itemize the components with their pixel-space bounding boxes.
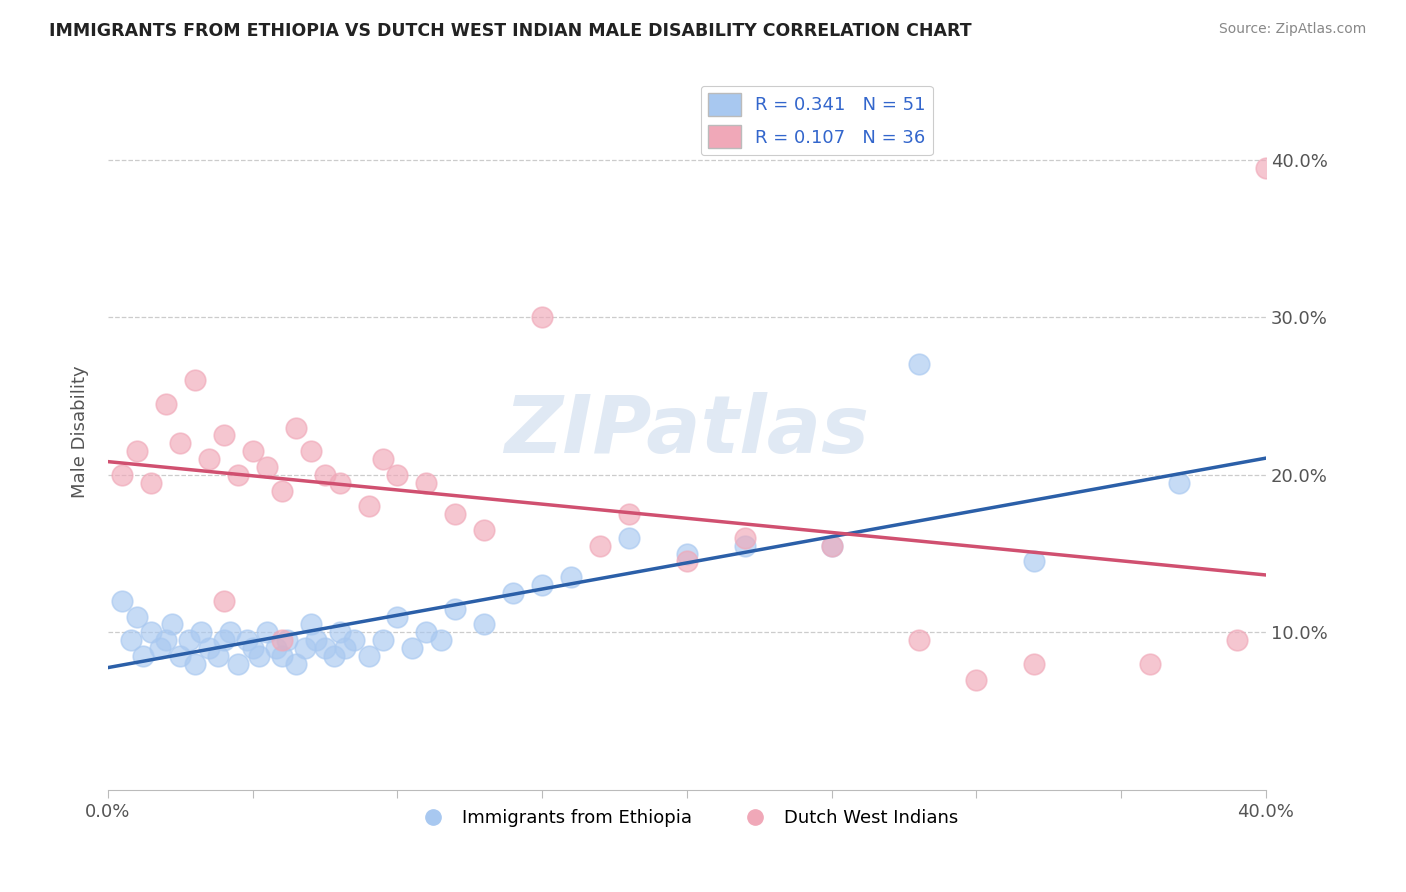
Point bbox=[907, 633, 929, 648]
Point bbox=[1254, 161, 1277, 175]
Y-axis label: Male Disability: Male Disability bbox=[72, 365, 89, 498]
Text: ZIPatlas: ZIPatlas bbox=[505, 392, 869, 470]
Point bbox=[270, 633, 292, 648]
Point bbox=[617, 507, 640, 521]
Point bbox=[560, 570, 582, 584]
Point bbox=[160, 617, 183, 632]
Point bbox=[177, 633, 200, 648]
Point bbox=[270, 648, 292, 663]
Point bbox=[207, 648, 229, 663]
Point bbox=[387, 467, 409, 482]
Text: IMMIGRANTS FROM ETHIOPIA VS DUTCH WEST INDIAN MALE DISABILITY CORRELATION CHART: IMMIGRANTS FROM ETHIOPIA VS DUTCH WEST I… bbox=[49, 22, 972, 40]
Point bbox=[125, 444, 148, 458]
Point bbox=[236, 633, 259, 648]
Point bbox=[294, 641, 316, 656]
Point bbox=[218, 625, 240, 640]
Point bbox=[371, 633, 394, 648]
Point bbox=[184, 657, 207, 671]
Point bbox=[212, 633, 235, 648]
Point bbox=[256, 625, 278, 640]
Point bbox=[299, 444, 322, 458]
Point bbox=[472, 617, 495, 632]
Point bbox=[242, 641, 264, 656]
Point bbox=[502, 586, 524, 600]
Point bbox=[329, 625, 352, 640]
Point bbox=[472, 523, 495, 537]
Legend: Immigrants from Ethiopia, Dutch West Indians: Immigrants from Ethiopia, Dutch West Ind… bbox=[408, 802, 966, 835]
Point bbox=[371, 452, 394, 467]
Point bbox=[141, 625, 163, 640]
Point bbox=[444, 507, 467, 521]
Point bbox=[314, 467, 336, 482]
Point bbox=[256, 459, 278, 474]
Point bbox=[734, 539, 756, 553]
Point bbox=[314, 641, 336, 656]
Point bbox=[1024, 554, 1046, 568]
Point bbox=[1024, 657, 1046, 671]
Point bbox=[155, 633, 177, 648]
Point bbox=[415, 625, 437, 640]
Point bbox=[198, 452, 221, 467]
Point bbox=[387, 609, 409, 624]
Point bbox=[343, 633, 366, 648]
Point bbox=[285, 420, 308, 434]
Point bbox=[322, 648, 344, 663]
Point bbox=[676, 554, 699, 568]
Point bbox=[335, 641, 357, 656]
Point bbox=[1226, 633, 1249, 648]
Text: Source: ZipAtlas.com: Source: ZipAtlas.com bbox=[1219, 22, 1367, 37]
Point bbox=[401, 641, 423, 656]
Point bbox=[430, 633, 453, 648]
Point bbox=[169, 648, 191, 663]
Point bbox=[734, 531, 756, 545]
Point bbox=[141, 475, 163, 490]
Point bbox=[676, 547, 699, 561]
Point bbox=[821, 539, 844, 553]
Point bbox=[190, 625, 212, 640]
Point bbox=[111, 467, 134, 482]
Point bbox=[212, 594, 235, 608]
Point bbox=[531, 578, 554, 592]
Point bbox=[264, 641, 287, 656]
Point bbox=[132, 648, 155, 663]
Point bbox=[247, 648, 270, 663]
Point bbox=[531, 310, 554, 325]
Point bbox=[212, 428, 235, 442]
Point bbox=[1168, 475, 1191, 490]
Point bbox=[444, 601, 467, 615]
Point bbox=[357, 500, 380, 514]
Point bbox=[821, 539, 844, 553]
Point bbox=[169, 436, 191, 450]
Point bbox=[270, 483, 292, 498]
Point bbox=[329, 475, 352, 490]
Point bbox=[276, 633, 298, 648]
Point bbox=[299, 617, 322, 632]
Point bbox=[226, 467, 249, 482]
Point bbox=[285, 657, 308, 671]
Point bbox=[125, 609, 148, 624]
Point bbox=[149, 641, 172, 656]
Point bbox=[966, 673, 988, 687]
Point bbox=[617, 531, 640, 545]
Point bbox=[242, 444, 264, 458]
Point bbox=[357, 648, 380, 663]
Point bbox=[1139, 657, 1161, 671]
Point bbox=[907, 358, 929, 372]
Point bbox=[120, 633, 142, 648]
Point bbox=[198, 641, 221, 656]
Point bbox=[111, 594, 134, 608]
Point bbox=[184, 373, 207, 387]
Point bbox=[305, 633, 328, 648]
Point bbox=[155, 397, 177, 411]
Point bbox=[589, 539, 612, 553]
Point bbox=[415, 475, 437, 490]
Point bbox=[226, 657, 249, 671]
